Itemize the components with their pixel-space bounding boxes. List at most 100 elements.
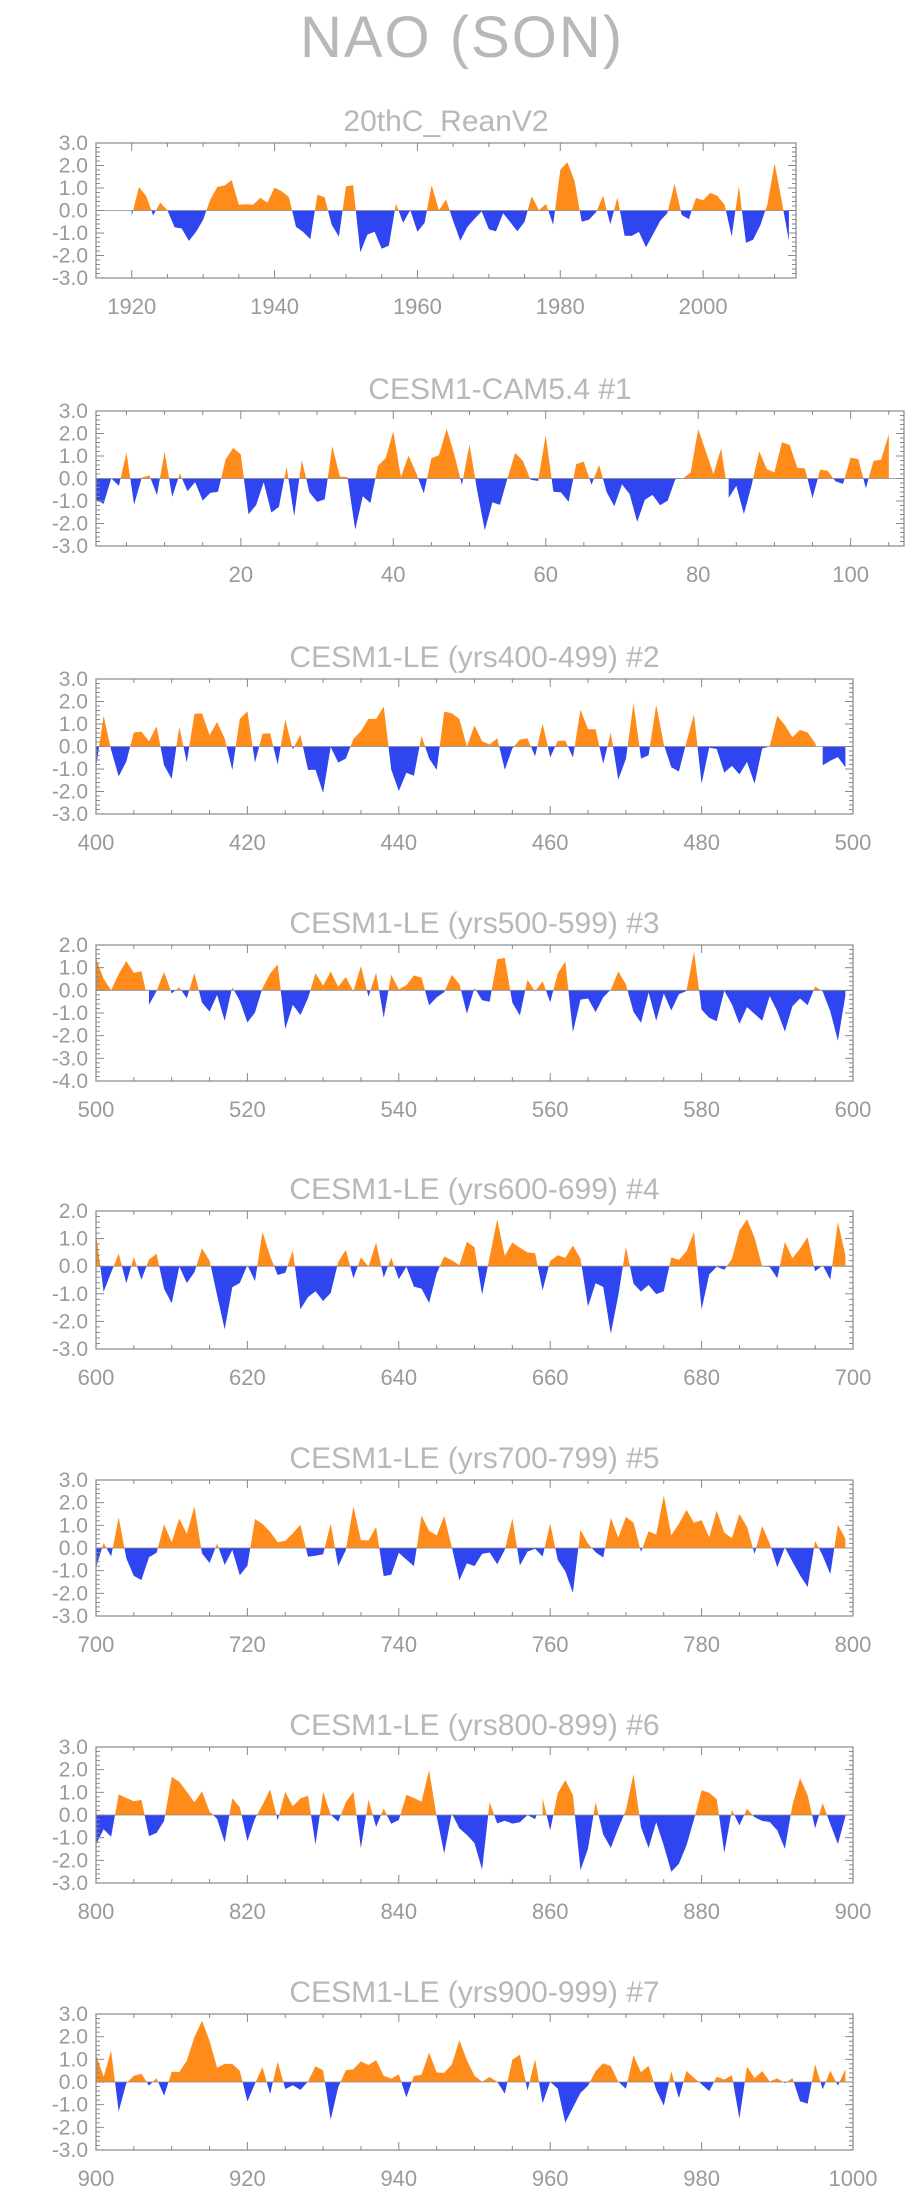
panel-title: CESM1-LE (yrs900-999) #7 [289, 1976, 659, 2009]
y-tick-label: -2.0 [52, 2116, 88, 2139]
y-tick-label: 1.0 [59, 1514, 88, 1537]
y-tick-label: 0.0 [59, 1255, 88, 1278]
x-tick-label: 800 [835, 1632, 872, 1657]
y-tick-label: 2.0 [59, 1492, 88, 1515]
y-tick-label: 3.0 [59, 2003, 88, 2026]
y-tick-label: 1.0 [59, 957, 88, 980]
x-tick-label: 480 [683, 830, 720, 855]
y-tick-label: 1.0 [59, 1781, 88, 1804]
x-tick-label: 520 [229, 1097, 266, 1122]
positive-anomaly-area [96, 951, 821, 991]
y-tick-label: 1.0 [59, 445, 88, 468]
y-tick-label: -3.0 [52, 1605, 88, 1628]
y-tick-label: -2.0 [52, 245, 88, 268]
x-tick-label: 540 [380, 1097, 417, 1122]
y-tick-label: 3.0 [59, 668, 88, 691]
x-tick-label: 500 [835, 830, 872, 855]
x-tick-label: 2000 [679, 294, 728, 319]
x-tick-label: 940 [380, 2166, 417, 2191]
x-tick-label: 100 [832, 562, 869, 587]
x-tick-label: 700 [835, 1365, 872, 1390]
figure-title: NAO (SON) [299, 5, 625, 70]
y-tick-label: -3.0 [52, 267, 88, 290]
x-tick-label: 680 [683, 1365, 720, 1390]
x-tick-label: 1920 [107, 294, 156, 319]
y-tick-label: 2.0 [59, 934, 88, 957]
y-tick-label: 0.0 [59, 468, 88, 491]
x-tick-label: 720 [229, 1632, 266, 1657]
y-tick-label: 3.0 [59, 1736, 88, 1759]
y-tick-label: -3.0 [52, 2139, 88, 2162]
y-tick-label: -2.0 [52, 1025, 88, 1048]
y-tick-label: 0.0 [59, 1537, 88, 1560]
x-tick-label: 820 [229, 1899, 266, 1924]
y-tick-label: -3.0 [52, 803, 88, 826]
panel-5: CESM1-LE (yrs600-699) #4 2.0 1.0 0.0 -1.0 -2.… [52, 1173, 872, 1390]
panel-title: 20thC_ReanV2 [343, 105, 548, 138]
x-tick-label: 460 [532, 830, 569, 855]
y-tick-label: 3.0 [59, 1469, 88, 1492]
negative-anomaly-area [131, 210, 789, 253]
x-tick-label: 900 [835, 1899, 872, 1924]
x-tick-label: 920 [229, 2166, 266, 2191]
panel-title: CESM1-LE (yrs700-799) #5 [289, 1442, 659, 1475]
y-tick-label: -3.0 [52, 535, 88, 558]
y-tick-label: -3.0 [52, 1872, 88, 1895]
y-tick-label: 2.0 [59, 2026, 88, 2049]
y-tick-label: 1.0 [59, 1228, 88, 1251]
y-tick-label: -1.0 [52, 1560, 88, 1583]
y-tick-label: -2.0 [52, 1849, 88, 1872]
x-tick-label: 860 [532, 1899, 569, 1924]
positive-anomaly-area [99, 703, 817, 747]
y-tick-label: -1.0 [52, 490, 88, 513]
negative-anomaly-area [96, 1548, 835, 1593]
y-tick-label: 2.0 [59, 423, 88, 446]
positive-anomaly-area [115, 1770, 827, 1815]
x-tick-label: 560 [532, 1097, 569, 1122]
x-tick-label: 640 [380, 1365, 417, 1390]
negative-anomaly-area [111, 990, 846, 1041]
x-tick-label: 400 [78, 830, 115, 855]
y-tick-label: 2.0 [59, 1200, 88, 1223]
y-tick-label: 3.0 [59, 132, 88, 155]
panel-title: CESM1-LE (yrs500-599) #3 [289, 907, 659, 940]
y-tick-label: -1.0 [52, 1827, 88, 1850]
panel-title: CESM1-LE (yrs400-499) #2 [289, 641, 659, 674]
panel-6: CESM1-LE (yrs700-799) #5 3.02.01.00.0-1.0… [52, 1442, 872, 1657]
x-tick-label: 60 [533, 562, 557, 587]
y-tick-label: 0.0 [59, 1804, 88, 1827]
y-tick-label: -1.0 [52, 1283, 88, 1306]
y-tick-label: 1.0 [59, 177, 88, 200]
x-tick-label: 800 [78, 1899, 115, 1924]
x-tick-label: 500 [78, 1097, 115, 1122]
x-tick-label: 900 [78, 2166, 115, 2191]
y-tick-label: 2.0 [59, 155, 88, 178]
x-tick-label: 1000 [829, 2166, 878, 2191]
positive-anomaly-area [111, 428, 889, 479]
x-tick-label: 760 [532, 1632, 569, 1657]
negative-anomaly-area [115, 2082, 840, 2123]
x-tick-label: 1940 [250, 294, 299, 319]
y-tick-label: 0.0 [59, 200, 88, 223]
x-tick-label: 840 [380, 1899, 417, 1924]
panel-7: CESM1-LE (yrs800-899) #6 3.02.01.00.0-1.0… [52, 1709, 872, 1924]
x-tick-label: 660 [532, 1365, 569, 1390]
x-tick-label: 440 [380, 830, 417, 855]
x-tick-label: 580 [683, 1097, 720, 1122]
y-tick-label: 2.0 [59, 1759, 88, 1782]
x-tick-label: 600 [78, 1365, 115, 1390]
panel-title: CESM1-LE (yrs800-899) #6 [289, 1709, 659, 1742]
y-tick-label: -2.0 [52, 781, 88, 804]
y-tick-label: -1.0 [52, 1002, 88, 1025]
y-tick-label: 2.0 [59, 691, 88, 714]
y-tick-label: -3.0 [52, 1338, 88, 1361]
y-tick-label: 3.0 [59, 400, 88, 423]
panel-3: CESM1-LE (yrs400-499) #2 3.02.01.00.0-1.0… [52, 641, 872, 855]
x-tick-label: 80 [686, 562, 710, 587]
x-tick-label: 980 [683, 2166, 720, 2191]
panel-title: CESM1-LE (yrs600-699) #4 [289, 1173, 659, 1206]
panel-1: 20thC_ReanV2 3.02.01.00.0-1.0-2.0-3.0 1920… [52, 105, 797, 319]
panel-4: CESM1-LE (yrs500-599) #3 2.01.00.0-1.0-2.… [52, 907, 872, 1122]
y-tick-label: -2.0 [52, 1582, 88, 1605]
